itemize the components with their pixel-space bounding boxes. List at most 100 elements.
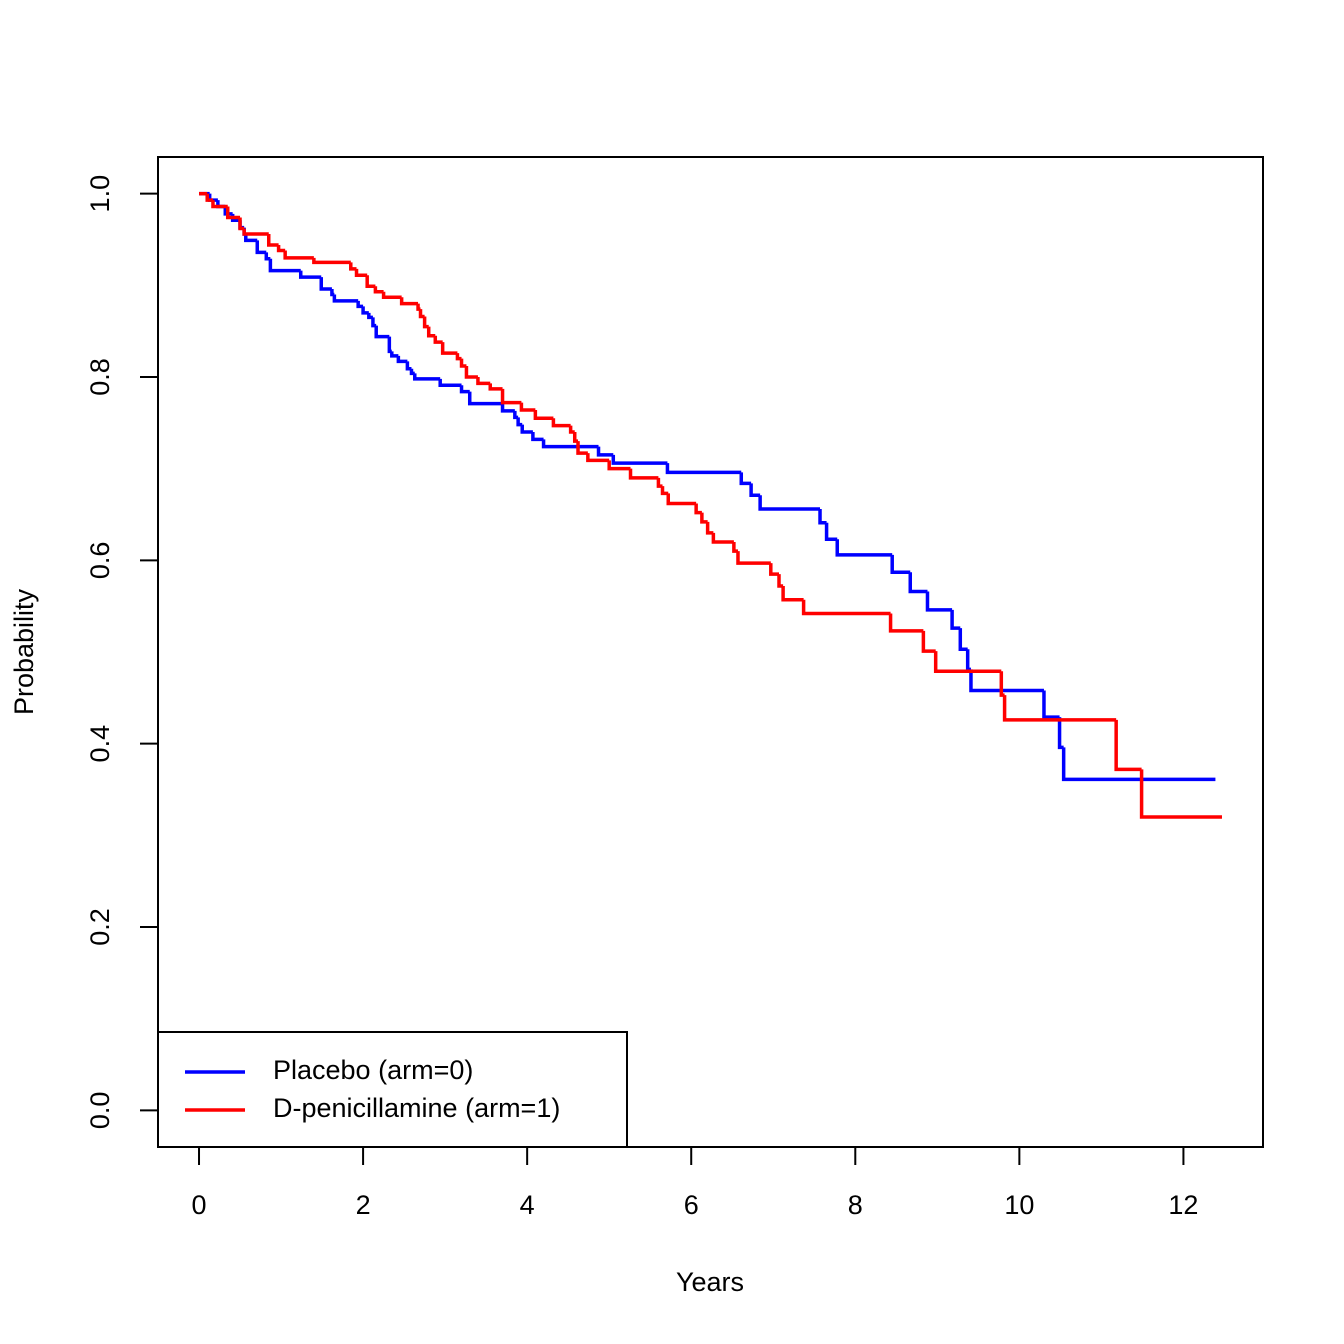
step-segment <box>1002 695 1117 722</box>
step-segment <box>835 539 893 557</box>
y-tick-label: 0.2 <box>85 908 115 946</box>
step-segment <box>354 268 368 277</box>
step-segment <box>390 351 399 358</box>
x-tick-label: 2 <box>356 1190 371 1220</box>
step-segment <box>433 335 443 344</box>
step-segment <box>758 495 821 511</box>
step-segment <box>381 291 402 299</box>
step-segment <box>373 286 384 294</box>
step-segment <box>319 277 332 291</box>
step-segment <box>519 402 536 412</box>
y-tick-label: 0.6 <box>85 542 115 580</box>
step-segment <box>467 391 503 406</box>
step-segment <box>244 234 258 243</box>
step-segment <box>298 270 322 279</box>
step-segment <box>211 200 228 209</box>
step-segment <box>890 554 911 574</box>
step-segment <box>576 441 588 455</box>
step-segment <box>801 599 891 616</box>
step-segment <box>824 522 838 541</box>
step-segment <box>533 410 554 420</box>
step-segment <box>255 240 267 255</box>
step-segment <box>656 477 663 488</box>
step-segment <box>440 342 458 355</box>
step-segment <box>365 275 376 288</box>
step-segment <box>781 586 804 602</box>
step-segment <box>283 250 314 260</box>
step-segment <box>925 591 953 612</box>
step-segment <box>500 403 515 413</box>
x-tick-label: 4 <box>520 1190 535 1220</box>
step-segment <box>958 628 968 651</box>
step-segment <box>500 388 522 405</box>
y-axis-label: Probability <box>9 588 39 715</box>
step-segment <box>205 193 213 202</box>
x-tick-label: 12 <box>1168 1190 1198 1220</box>
y-tick-label: 0.0 <box>85 1092 115 1130</box>
step-segment <box>276 245 286 253</box>
step-segment <box>409 368 415 376</box>
step-segment <box>660 486 669 496</box>
step-segment <box>225 206 241 220</box>
y-tick-label: 0.4 <box>85 725 115 763</box>
x-tick-label: 10 <box>1004 1190 1034 1220</box>
step-segment <box>705 521 714 535</box>
step-segment <box>769 563 779 576</box>
step-segment <box>950 609 961 630</box>
step-segment <box>387 336 392 354</box>
legend-box <box>157 1031 628 1148</box>
step-segment <box>513 410 519 420</box>
step-segment <box>488 383 503 391</box>
x-tick-label: 6 <box>684 1190 699 1220</box>
step-segment <box>749 483 761 497</box>
step-segment <box>908 572 928 594</box>
step-segment <box>551 418 571 428</box>
step-segment <box>921 630 936 653</box>
step-segment <box>1042 690 1060 719</box>
step-segment <box>1139 769 1222 819</box>
step-segment <box>476 377 491 386</box>
step-segment <box>396 355 408 364</box>
step-segment <box>531 432 544 442</box>
step-segment <box>700 512 708 524</box>
step-segment <box>1057 717 1064 750</box>
step-segment <box>933 651 1002 673</box>
step-segment <box>586 453 610 463</box>
series-line <box>199 191 1222 819</box>
step-segment <box>459 385 470 394</box>
x-tick-label: 8 <box>848 1190 863 1220</box>
step-segment <box>422 316 429 329</box>
step-segment <box>694 503 702 515</box>
step-segment <box>969 669 1044 693</box>
step-segment <box>736 551 771 565</box>
plot-frame <box>157 156 1264 1148</box>
legend: Placebo (arm=0) D-penicillamine (arm=1) <box>157 1031 628 1148</box>
step-segment <box>426 326 436 338</box>
step-segment <box>413 373 441 381</box>
x-axis-label: Years <box>676 1267 744 1297</box>
step-segment <box>607 460 631 471</box>
step-segment <box>399 297 419 306</box>
step-segment <box>541 439 599 449</box>
step-segment <box>349 262 357 271</box>
step-segment <box>1061 747 1216 782</box>
step-segment <box>242 228 269 236</box>
step-segment <box>268 258 301 273</box>
x-tick-label: 0 <box>192 1190 207 1220</box>
step-segment <box>628 468 659 480</box>
step-segment <box>520 424 533 434</box>
step-segment <box>999 671 1005 697</box>
step-segment <box>361 306 369 315</box>
y-tick-label: 1.0 <box>85 175 115 213</box>
step-segment <box>818 509 827 525</box>
step-segment <box>312 257 351 265</box>
step-segment <box>665 463 742 475</box>
step-segment <box>374 325 390 339</box>
step-segment <box>888 613 924 633</box>
step-segment <box>739 472 752 486</box>
step-segment <box>711 532 734 544</box>
step-segment <box>666 493 697 506</box>
legend-label: D-penicillamine (arm=1) <box>273 1093 560 1123</box>
step-segment <box>438 378 462 387</box>
